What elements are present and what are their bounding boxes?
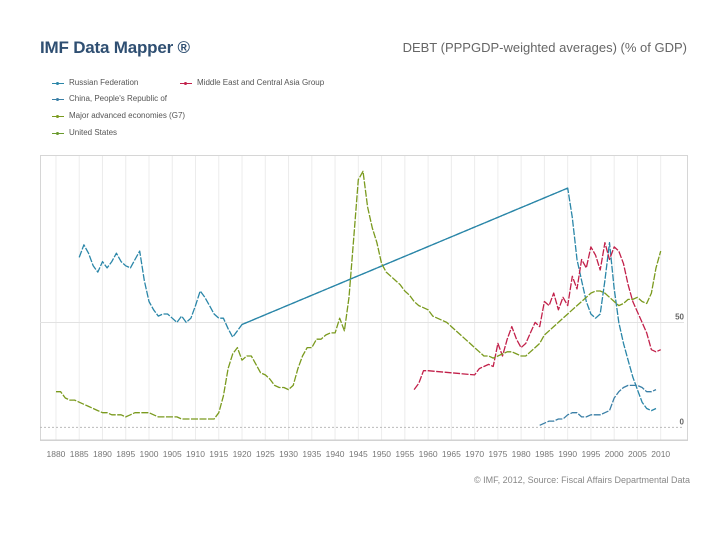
x-tick-label: 1915 <box>209 449 228 459</box>
x-tick-label: 1940 <box>326 449 345 459</box>
y-tick-label: 0 <box>680 417 685 426</box>
chart-area: 1880 1885 1890 1895 1900 1905 1910 1915 1920 1925… <box>40 155 688 465</box>
x-tick-label: 1935 <box>302 449 321 459</box>
x-tick-label: 2005 <box>628 449 647 459</box>
x-tick-label: 1895 <box>116 449 135 459</box>
legend-label: Major advanced economies (G7) <box>69 111 186 120</box>
x-tick-label: 1980 <box>512 449 531 459</box>
x-tick-label: 1905 <box>163 449 182 459</box>
x-tick-label: 1920 <box>233 449 252 459</box>
x-tick-label: 1900 <box>140 449 159 459</box>
series-line-russian-federation <box>78 187 657 412</box>
x-tick-label: 2000 <box>605 449 624 459</box>
x-tick-label: 2010 <box>651 449 670 459</box>
legend-swatch <box>52 131 64 135</box>
x-tick-label: 1885 <box>70 449 89 459</box>
series-line-china-people-s-republic-of <box>539 384 657 426</box>
x-tick-label: 1965 <box>442 449 461 459</box>
legend-swatch <box>52 97 64 101</box>
x-tick-label: 1960 <box>419 449 438 459</box>
plot-background <box>40 155 688 441</box>
debt-line-chart: 1880 1885 1890 1895 1900 1905 1910 1915 1920 1925… <box>40 155 688 459</box>
legend-swatch <box>52 81 64 85</box>
legend-label: China, People's Republic of <box>69 94 168 103</box>
series-line-russian-federation-trend-1920-1990 <box>241 187 568 326</box>
source-note: © IMF, 2012, Source: Fiscal Affairs Depa… <box>473 475 690 485</box>
x-tick-label: 1975 <box>488 449 507 459</box>
x-tick-label: 1990 <box>558 449 577 459</box>
legend-label: United States <box>69 128 118 137</box>
series-line-middle-east-and-central-asia-group <box>413 242 661 390</box>
legend-swatch <box>52 114 64 118</box>
legend-swatch <box>180 81 192 85</box>
x-tick-label: 1955 <box>395 449 414 459</box>
y-tick-label: 50 <box>675 312 684 321</box>
legend-label: Middle East and Central Asia Group <box>197 78 325 87</box>
x-tick-label: 1945 <box>349 449 368 459</box>
x-tick-label: 1995 <box>581 449 600 459</box>
x-tick-label: 1950 <box>372 449 391 459</box>
x-tick-label: 1925 <box>256 449 275 459</box>
indicator-title: DEBT (PPPGDP-weighted averages) (% of GD… <box>402 40 687 55</box>
brand-title: IMF Data Mapper ® <box>40 38 190 57</box>
x-tick-label: 1970 <box>465 449 484 459</box>
x-tick-label: 1930 <box>279 449 298 459</box>
legend-label: Russian Federation <box>69 78 139 87</box>
x-tick-label: 1985 <box>535 449 554 459</box>
series-line-major-advanced-economies-g7 <box>56 170 662 420</box>
x-tick-label: 1890 <box>93 449 112 459</box>
x-tick-label: 1880 <box>46 449 65 459</box>
x-tick-label: 1910 <box>186 449 205 459</box>
